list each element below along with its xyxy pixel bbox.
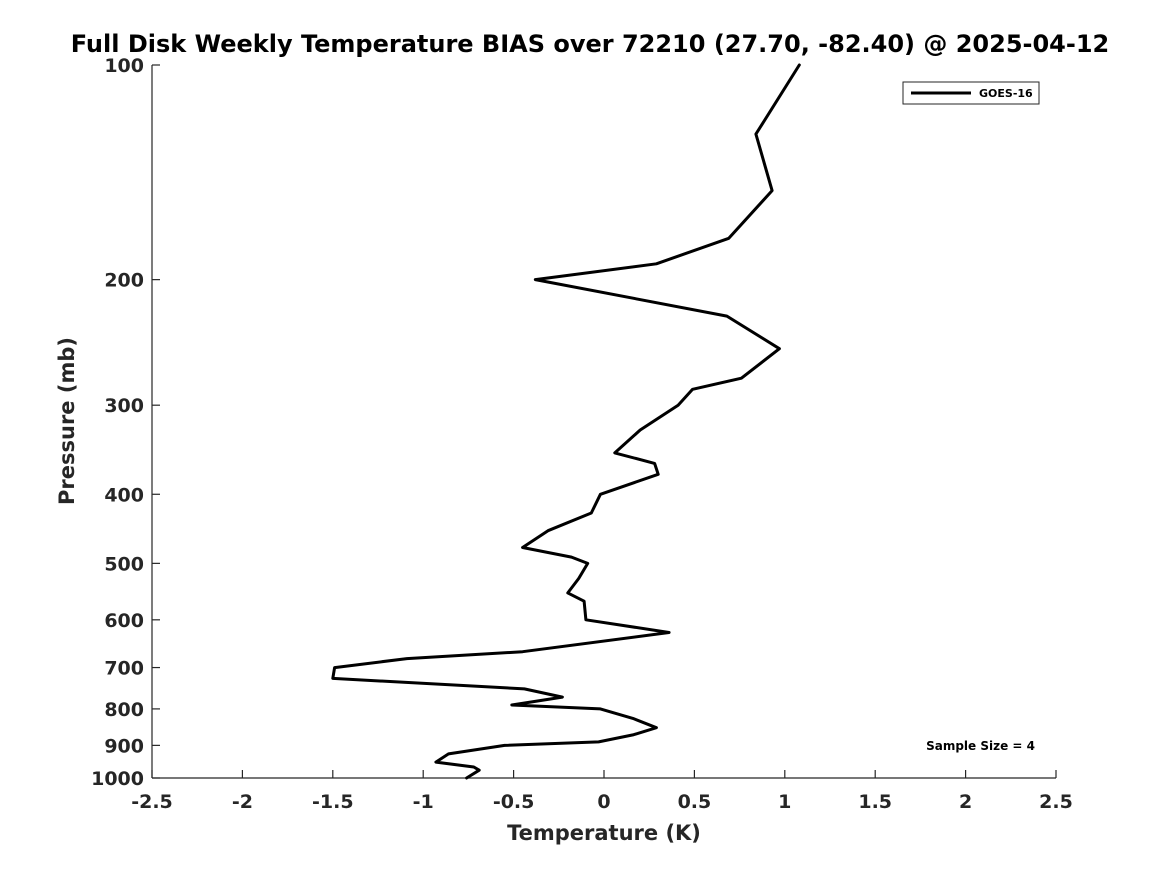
y-tick-label: 800 [104,699,144,721]
x-axis-label: Temperature (K) [507,821,701,845]
ticks: -2.5 -2 -1.5 -1 -0.5 0 0.5 1 1.5 2 2.5 100 200 300 400… [91,55,1073,813]
x-tick-label: -0.5 [493,791,535,813]
axes [151,65,1056,779]
y-tick-label: 500 [104,553,144,575]
legend-entry-label: GOES-16 [979,87,1033,100]
series-line-goes-16 [331,63,801,780]
series-lines [331,63,801,780]
x-tick-label: 1.5 [858,791,892,813]
x-tick-label: -1.5 [312,791,354,813]
y-tick-label: 700 [104,658,144,680]
y-axis-label: Pressure (mb) [55,337,79,505]
x-tick-label: -2.5 [131,791,173,813]
y-tick-label: 100 [104,55,144,77]
x-tick-label: 2 [959,791,972,813]
x-tick-label: 0 [597,791,610,813]
x-tick-label: 0.5 [678,791,712,813]
legend: GOES-16 [902,81,1040,105]
y-tick-label: 400 [104,484,144,506]
y-tick-label: 900 [104,735,144,757]
y-tick-label: 1000 [91,768,144,790]
chart-title: Full Disk Weekly Temperature BIAS over 7… [71,30,1110,58]
x-tick-label: 2.5 [1039,791,1073,813]
x-tick-label: -1 [413,791,434,813]
y-tick-label: 600 [104,610,144,632]
y-tick-label: 300 [104,395,144,417]
x-tick-label: -2 [232,791,253,813]
sample-size-annotation: Sample Size = 4 [926,739,1035,753]
y-tick-label: 200 [104,270,144,292]
x-tick-label: 1 [778,791,791,813]
